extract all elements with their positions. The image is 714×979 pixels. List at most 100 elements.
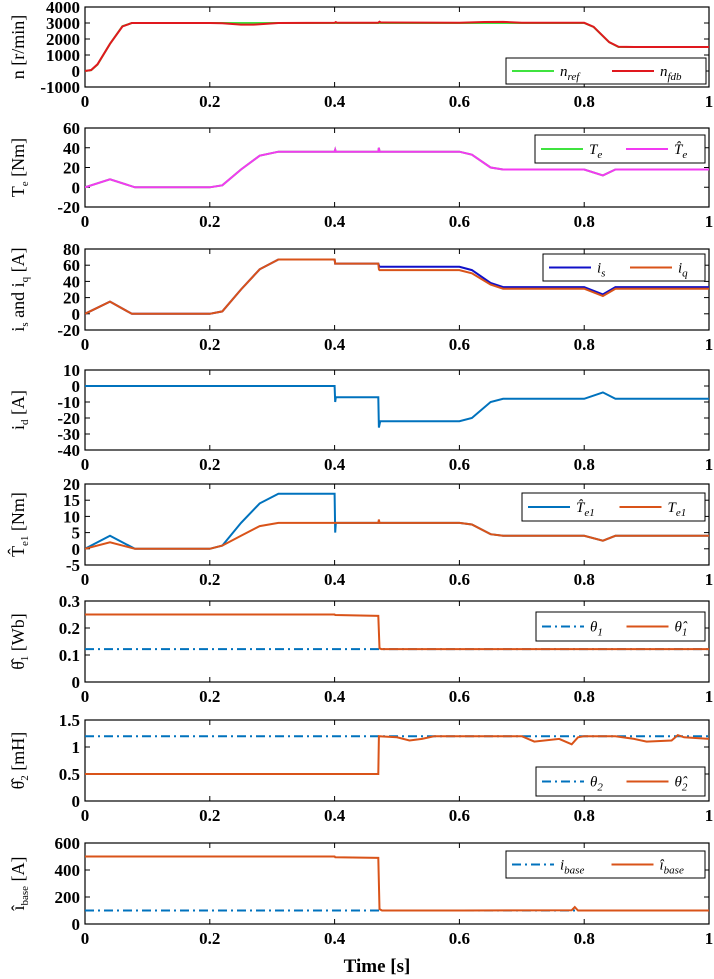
y-tick-label: 0 bbox=[72, 673, 81, 692]
x-tick-label: 1 bbox=[705, 806, 714, 825]
chart-panel-ibase: 0 200 400 600 0 0.2 0.4 0.6 0.8 1 îbase [A] ibase îb… bbox=[8, 834, 713, 948]
y-tick-label: 1 bbox=[72, 738, 81, 757]
y-tick-label: 0 bbox=[72, 178, 81, 197]
y-tick-label: 60 bbox=[63, 256, 80, 275]
legend-label: ibase bbox=[560, 858, 584, 877]
y-tick-label: 5 bbox=[72, 524, 81, 543]
series-line--base bbox=[85, 855, 709, 912]
y-axis-label: id [A] bbox=[8, 390, 31, 430]
legend: θ2 θ̂2 bbox=[535, 766, 706, 797]
x-tick-label: 0.4 bbox=[324, 335, 346, 354]
y-tick-label: 10 bbox=[63, 507, 80, 526]
y-tick-label: -20 bbox=[57, 198, 80, 217]
legend: θ1 θ̂1 bbox=[535, 611, 706, 642]
legend-label: is bbox=[597, 261, 605, 280]
x-tick-label: 0.6 bbox=[449, 92, 470, 111]
legend-label: îbase bbox=[660, 858, 684, 877]
legend-label: T̂e bbox=[674, 142, 687, 161]
y-tick-label: 0 bbox=[72, 377, 81, 396]
x-tick-label: 0.8 bbox=[574, 806, 595, 825]
x-tick-label: 0.4 bbox=[324, 806, 346, 825]
x-axis-label: Time [s] bbox=[344, 956, 411, 977]
series-line--2 bbox=[85, 733, 709, 775]
x-tick-label: 0.6 bbox=[449, 455, 470, 474]
y-tick-label: -20 bbox=[57, 409, 80, 428]
y-tick-label: 20 bbox=[63, 289, 80, 308]
y-tick-label: 80 bbox=[63, 240, 80, 259]
y-tick-label: 40 bbox=[63, 139, 80, 158]
plot-frame bbox=[84, 369, 710, 451]
y-tick-label: 0 bbox=[72, 792, 81, 811]
series-line-t-e1 bbox=[85, 519, 709, 550]
x-tick-label: 0.2 bbox=[199, 806, 220, 825]
legend-label: nref bbox=[560, 64, 581, 83]
y-tick-label: 0 bbox=[72, 305, 81, 324]
y-tick-label: 20 bbox=[63, 159, 80, 178]
series-line-i-q bbox=[85, 258, 709, 315]
legend-label: iq bbox=[678, 261, 688, 280]
y-axis-label: T̂e1 [Nm] bbox=[7, 492, 31, 557]
y-axis-label: n [r/min] bbox=[8, 15, 28, 80]
x-tick-label: 0.6 bbox=[449, 687, 470, 706]
y-tick-label: -30 bbox=[57, 425, 80, 444]
x-tick-label: 0 bbox=[81, 455, 90, 474]
y-tick-label: 0.3 bbox=[59, 592, 80, 611]
x-tick-label: 1 bbox=[705, 92, 714, 111]
x-tick-label: 1 bbox=[705, 335, 714, 354]
y-tick-label: -40 bbox=[57, 441, 80, 460]
legend: ibase îbase bbox=[505, 850, 706, 879]
x-tick-label: 0.6 bbox=[449, 212, 470, 231]
y-tick-label: 0 bbox=[72, 62, 81, 81]
y-tick-label: 0.5 bbox=[59, 765, 80, 784]
x-tick-label: 1 bbox=[705, 570, 714, 589]
y-tick-label: 0.1 bbox=[59, 646, 80, 665]
x-tick-label: 0.2 bbox=[199, 92, 220, 111]
y-tick-label: 3000 bbox=[46, 14, 80, 33]
x-tick-label: 1 bbox=[705, 687, 714, 706]
y-tick-label: 0 bbox=[72, 915, 81, 934]
y-tick-label: 10 bbox=[63, 361, 80, 380]
y-tick-label: -10 bbox=[57, 393, 80, 412]
plot-frame bbox=[84, 842, 710, 925]
y-tick-label: 400 bbox=[55, 861, 81, 880]
legend: nref nfdb bbox=[505, 57, 707, 85]
series-line-i-d bbox=[85, 385, 709, 428]
plot-frame bbox=[84, 483, 710, 566]
legend-label: T̂e1 bbox=[576, 500, 595, 519]
legend-label: Te1 bbox=[668, 500, 687, 519]
y-tick-label: -5 bbox=[66, 556, 80, 575]
legend-label: Te bbox=[589, 142, 602, 161]
y-tick-label: 1.5 bbox=[59, 711, 80, 730]
y-tick-label: 600 bbox=[55, 834, 81, 853]
x-tick-label: 0.8 bbox=[574, 335, 595, 354]
x-tick-label: 0.6 bbox=[449, 335, 470, 354]
y-tick-label: -20 bbox=[57, 321, 80, 340]
x-tick-label: 0 bbox=[81, 687, 90, 706]
legend-box bbox=[542, 253, 706, 282]
y-tick-label: 0.2 bbox=[59, 619, 80, 638]
y-axis-label: θ̂1 [Wb] bbox=[8, 613, 31, 670]
x-tick-label: 0.2 bbox=[199, 335, 220, 354]
x-tick-label: 0.4 bbox=[324, 687, 346, 706]
y-tick-label: 20 bbox=[63, 475, 80, 494]
x-tick-label: 0.2 bbox=[199, 212, 220, 231]
y-tick-label: 40 bbox=[63, 272, 80, 291]
y-tick-label: 4000 bbox=[46, 0, 80, 17]
x-tick-label: 0.8 bbox=[574, 687, 595, 706]
y-axis-label: îbase [A] bbox=[8, 856, 31, 911]
plot-frame bbox=[84, 719, 710, 802]
x-tick-label: 0.2 bbox=[199, 687, 220, 706]
y-tick-label: 15 bbox=[63, 491, 80, 510]
x-tick-label: 0.8 bbox=[574, 92, 595, 111]
x-tick-label: 0.2 bbox=[199, 455, 220, 474]
series-line--1 bbox=[85, 613, 709, 651]
y-tick-label: 60 bbox=[63, 119, 80, 138]
x-tick-label: 0.6 bbox=[449, 929, 470, 948]
y-tick-label: 1000 bbox=[46, 46, 80, 65]
legend-label: nfdb bbox=[660, 64, 682, 83]
